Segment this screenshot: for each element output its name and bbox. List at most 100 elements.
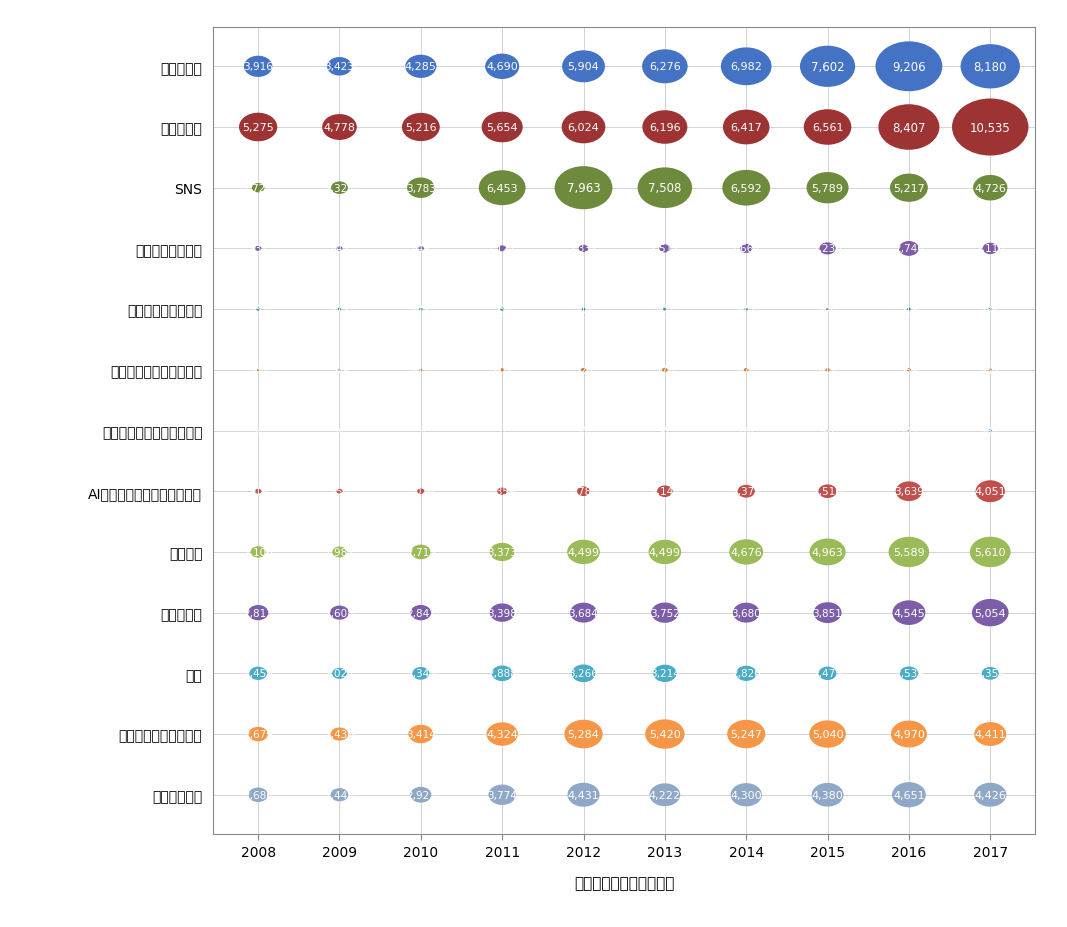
Circle shape	[490, 543, 514, 562]
Circle shape	[408, 178, 434, 198]
Circle shape	[412, 667, 429, 680]
Circle shape	[564, 720, 603, 748]
Text: 1,512: 1,512	[650, 244, 680, 254]
Text: 4,380: 4,380	[812, 790, 843, 800]
Text: 5,610: 5,610	[974, 547, 1006, 557]
Text: 5,589: 5,589	[893, 547, 925, 557]
Circle shape	[411, 605, 431, 621]
Text: 1,026: 1,026	[407, 487, 434, 497]
Text: 4,431: 4,431	[568, 790, 600, 800]
Circle shape	[490, 603, 514, 622]
Circle shape	[336, 247, 343, 251]
Text: 8,407: 8,407	[892, 121, 926, 134]
Text: 2,746: 2,746	[894, 244, 924, 254]
Circle shape	[417, 489, 425, 494]
Text: 2,608: 2,608	[324, 608, 354, 618]
Text: 5,654: 5,654	[487, 123, 517, 133]
Text: 10,535: 10,535	[970, 121, 1010, 134]
Text: 2,448: 2,448	[324, 790, 354, 800]
Circle shape	[807, 172, 848, 204]
Text: 603: 603	[493, 365, 511, 375]
Circle shape	[972, 599, 1008, 627]
Text: 3,916: 3,916	[243, 62, 273, 72]
Circle shape	[745, 309, 748, 311]
Text: 503: 503	[655, 305, 674, 315]
Circle shape	[890, 174, 928, 203]
Circle shape	[818, 667, 837, 680]
Text: 5,275: 5,275	[242, 123, 274, 133]
Circle shape	[876, 43, 942, 92]
Circle shape	[481, 112, 523, 143]
Text: 3,414: 3,414	[405, 730, 435, 739]
Text: 3,639: 3,639	[894, 487, 924, 497]
Circle shape	[255, 489, 261, 494]
Circle shape	[572, 665, 595, 682]
Circle shape	[649, 540, 681, 565]
Text: 494: 494	[981, 305, 1000, 315]
Text: 4,426: 4,426	[974, 790, 1006, 800]
Circle shape	[479, 171, 526, 206]
Circle shape	[500, 309, 505, 311]
Text: 775: 775	[655, 365, 674, 375]
Circle shape	[248, 605, 268, 620]
Text: 3,851: 3,851	[813, 608, 843, 618]
Circle shape	[722, 171, 770, 207]
Circle shape	[419, 369, 423, 372]
Text: 5,247: 5,247	[730, 730, 762, 739]
Circle shape	[497, 488, 507, 495]
Circle shape	[249, 788, 268, 802]
Circle shape	[650, 783, 680, 806]
Text: 4,499: 4,499	[568, 547, 600, 557]
Circle shape	[568, 783, 600, 806]
Text: 85: 85	[578, 426, 588, 436]
Text: 365: 365	[250, 366, 267, 375]
Circle shape	[487, 722, 517, 746]
Circle shape	[638, 168, 692, 209]
Circle shape	[646, 719, 685, 749]
Circle shape	[249, 727, 268, 742]
Circle shape	[582, 309, 586, 311]
Text: 5,040: 5,040	[812, 730, 843, 739]
Text: 3,266: 3,266	[569, 668, 599, 679]
Text: 7,963: 7,963	[567, 182, 601, 195]
Circle shape	[498, 246, 506, 252]
Text: 2,236: 2,236	[813, 244, 843, 254]
Circle shape	[803, 110, 851, 146]
Circle shape	[662, 368, 668, 373]
Circle shape	[409, 725, 433, 743]
Circle shape	[907, 369, 911, 372]
Text: 6,561: 6,561	[812, 123, 843, 133]
Text: 3,752: 3,752	[650, 608, 680, 618]
Text: 3,423: 3,423	[324, 62, 354, 72]
Circle shape	[244, 57, 272, 78]
Circle shape	[256, 309, 260, 311]
Text: 617: 617	[818, 365, 837, 375]
Circle shape	[800, 46, 855, 88]
Text: 55: 55	[416, 426, 426, 436]
Circle shape	[577, 487, 590, 497]
Circle shape	[653, 665, 676, 682]
Text: 2,110: 2,110	[975, 244, 1005, 254]
Text: 2,459: 2,459	[243, 668, 273, 679]
Text: 440: 440	[818, 305, 837, 315]
Text: 849: 849	[412, 244, 430, 254]
Circle shape	[332, 668, 347, 679]
Text: 6,276: 6,276	[649, 62, 681, 72]
Text: 4,545: 4,545	[893, 608, 925, 618]
Circle shape	[736, 666, 757, 681]
Circle shape	[819, 243, 835, 255]
Text: 488: 488	[981, 426, 1000, 436]
Circle shape	[419, 309, 423, 311]
Circle shape	[578, 246, 588, 253]
Text: 858: 858	[330, 487, 349, 497]
Circle shape	[898, 242, 919, 257]
Text: 28: 28	[253, 426, 262, 436]
Text: 473: 473	[330, 305, 349, 315]
Circle shape	[500, 369, 505, 372]
Circle shape	[257, 370, 259, 372]
Text: 5,216: 5,216	[405, 123, 436, 133]
Text: 6,196: 6,196	[649, 123, 681, 133]
Text: 4,778: 4,778	[323, 123, 355, 133]
Circle shape	[899, 667, 918, 680]
Text: 2,539: 2,539	[894, 668, 924, 679]
